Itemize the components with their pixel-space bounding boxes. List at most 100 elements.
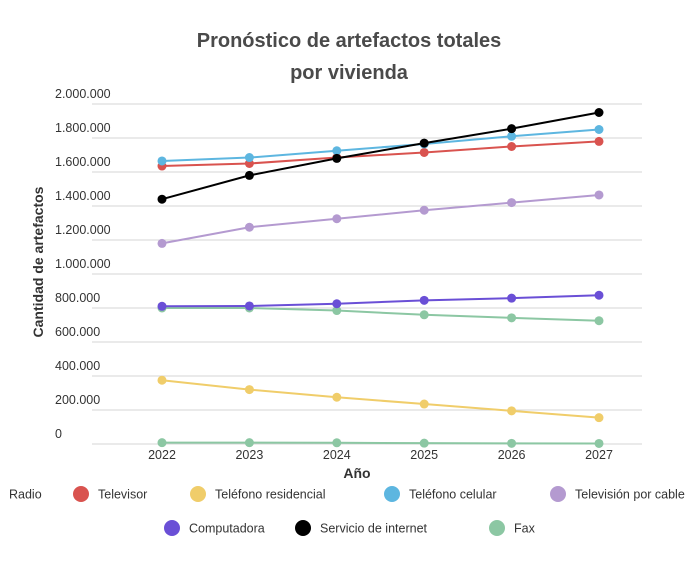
- y-axis-ticks: 0 200.000 400.000 600.000 800.000 1.000.000 1.…: [55, 87, 111, 441]
- data-point: [157, 194, 167, 204]
- legend-label: Televisión por cable: [575, 488, 685, 502]
- data-point: [507, 124, 517, 134]
- data-point: [419, 295, 429, 305]
- y-tick-label: 600.000: [55, 325, 100, 339]
- y-tick-label: 1.800.000: [55, 121, 111, 135]
- data-point: [507, 198, 517, 208]
- x-tick-label: 2026: [498, 448, 526, 462]
- y-tick-label: 400.000: [55, 359, 100, 373]
- legend-marker: [73, 486, 89, 502]
- x-tick-label: 2027: [585, 448, 613, 462]
- data-point: [507, 438, 517, 448]
- data-point: [244, 170, 254, 180]
- data-point: [332, 306, 342, 316]
- data-point: [419, 310, 429, 320]
- data-point: [594, 125, 604, 134]
- series-line: [161, 294, 600, 308]
- x-tick-label: 2023: [235, 448, 263, 462]
- series-line: [161, 193, 600, 245]
- series-line: [161, 140, 600, 168]
- series-fax: [157, 438, 604, 448]
- y-tick-label: 1.200.000: [55, 223, 111, 237]
- series-televisor: [157, 136, 604, 171]
- data-point: [594, 190, 604, 200]
- legend: Radio Televisor Teléfono residencial Teléfo…: [9, 486, 685, 536]
- data-point: [419, 438, 429, 448]
- legend-item: Teléfono celular: [384, 486, 497, 502]
- legend-item: Servicio de internet: [295, 520, 428, 536]
- data-point: [157, 156, 167, 166]
- series-layer: [157, 108, 604, 448]
- data-point: [594, 413, 604, 423]
- series-line: [161, 379, 600, 419]
- data-point: [594, 290, 604, 300]
- legend-item: Fax: [489, 520, 536, 536]
- legend-label: Computadora: [189, 522, 265, 536]
- legend-item: Televisor: [73, 486, 147, 502]
- series-line: [162, 307, 600, 322]
- data-point: [594, 316, 604, 326]
- data-point: [157, 301, 167, 311]
- series-line: [161, 128, 600, 162]
- data-point: [244, 222, 254, 232]
- data-point: [507, 406, 517, 416]
- y-tick-label: 0: [55, 427, 62, 441]
- data-point: [332, 299, 342, 309]
- y-tick-label: 800.000: [55, 291, 100, 305]
- legend-marker: [489, 520, 505, 536]
- legend-marker: [190, 486, 206, 502]
- x-tick-label: 2025: [410, 448, 438, 462]
- legend-item: Teléfono residencial: [190, 486, 326, 502]
- data-point: [594, 136, 604, 146]
- y-tick-label: 1.600.000: [55, 155, 111, 169]
- x-tick-label: 2022: [148, 448, 176, 462]
- data-point: [157, 438, 167, 448]
- data-point: [507, 293, 517, 303]
- data-point: [419, 205, 429, 215]
- data-point: [244, 301, 254, 311]
- data-point: [419, 147, 429, 157]
- legend-marker: [384, 486, 400, 502]
- series-line: [161, 111, 600, 201]
- data-point: [332, 392, 342, 402]
- legend-label: Teléfono residencial: [215, 488, 326, 502]
- chart-title-line1: Pronóstico de artefactos totales: [197, 30, 502, 52]
- legend-label: Teléfono celular: [409, 488, 497, 502]
- legend-marker: [295, 520, 311, 536]
- data-point: [332, 146, 342, 156]
- data-point: [332, 153, 342, 163]
- legend-item: Radio: [9, 488, 42, 502]
- y-tick-label: 1.000.000: [55, 257, 111, 271]
- legend-label: Radio: [9, 488, 42, 502]
- series-telefono-residencial: [157, 375, 604, 423]
- data-point: [244, 153, 254, 163]
- legend-marker: [550, 486, 566, 502]
- data-point: [507, 313, 517, 323]
- y-axis-label: Cantidad de artefactos: [30, 186, 46, 337]
- chart-title-line2: por vivienda: [290, 62, 409, 84]
- series-line: [162, 441, 600, 445]
- data-point: [332, 438, 342, 448]
- y-tick-label: 2.000.000: [55, 87, 111, 101]
- x-tick-label: 2024: [323, 448, 351, 462]
- legend-label: Televisor: [98, 488, 147, 502]
- data-point: [332, 214, 342, 224]
- y-tick-label: 200.000: [55, 393, 100, 407]
- data-point: [419, 399, 429, 409]
- data-point: [594, 108, 604, 117]
- legend-label: Fax: [514, 522, 536, 536]
- data-point: [244, 438, 254, 448]
- series-television-por-cable: [157, 190, 604, 248]
- data-point: [419, 138, 429, 148]
- series-servicio-de-internet: [157, 108, 604, 204]
- data-point: [507, 142, 517, 151]
- data-point: [507, 131, 517, 141]
- legend-item: Computadora: [164, 520, 265, 536]
- series-computadora: [157, 290, 604, 311]
- x-axis-ticks: 2022 2023 2024 2025 2026 2027: [148, 448, 613, 462]
- legend-marker: [164, 520, 180, 536]
- data-point: [594, 438, 604, 448]
- x-axis-label: Año: [343, 465, 370, 481]
